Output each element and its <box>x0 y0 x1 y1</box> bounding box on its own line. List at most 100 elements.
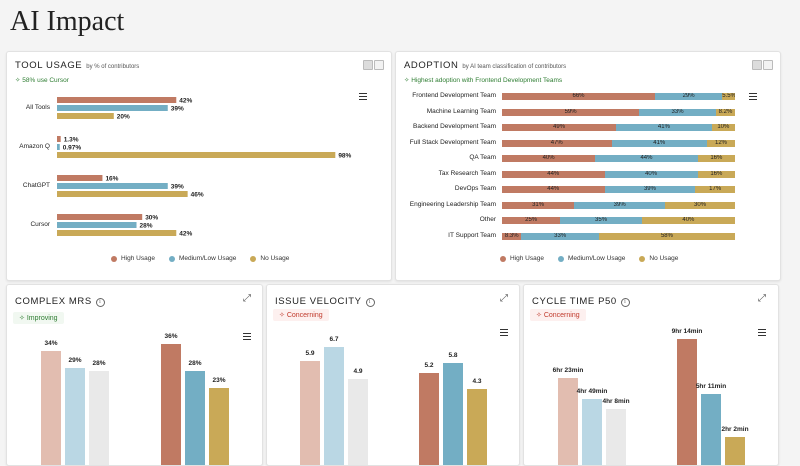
table-view-icon[interactable] <box>763 60 773 70</box>
category-label: Frontend Development Team <box>412 92 496 99</box>
bar-segment[interactable]: 39% <box>574 201 666 209</box>
bar-segment[interactable]: 44% <box>595 155 698 162</box>
bar-view-icon[interactable] <box>363 60 373 70</box>
bar[interactable] <box>677 339 697 465</box>
bar-view-icon[interactable] <box>752 60 762 70</box>
bar[interactable] <box>419 373 439 465</box>
data-label: 29% <box>68 356 82 364</box>
bar[interactable] <box>701 394 721 465</box>
bar[interactable] <box>57 175 103 181</box>
chart-menu-icon[interactable] <box>749 93 757 100</box>
bar-segment[interactable]: 40% <box>502 155 596 162</box>
bar-segment[interactable]: 39% <box>604 186 696 193</box>
bar[interactable] <box>467 389 487 465</box>
sparkle-icon: ✧ <box>404 77 410 84</box>
bar[interactable] <box>65 367 85 465</box>
data-label: 2hr 2min <box>721 426 749 434</box>
bar-segment[interactable]: 10% <box>711 124 735 131</box>
tool-usage-legend: High Usage Medium/Low Usage No Usage <box>111 255 289 262</box>
category-label: DevOps Team <box>454 185 496 192</box>
bar-segment[interactable]: 8.3% <box>502 232 522 240</box>
bar-segment[interactable]: 16% <box>697 170 735 178</box>
chart-menu-icon[interactable] <box>758 329 766 336</box>
bar-segment[interactable]: 41% <box>616 124 712 131</box>
bar-segment[interactable]: 40% <box>604 170 698 178</box>
bar-segment[interactable]: 16% <box>697 155 735 162</box>
bar-segment[interactable]: 49% <box>502 124 617 131</box>
bar-segment[interactable]: 33% <box>639 108 716 116</box>
bar[interactable] <box>57 136 61 142</box>
category-label: Tax Research Team <box>438 169 496 177</box>
bar-segment[interactable]: 12% <box>707 139 735 147</box>
bar-segment[interactable]: 66% <box>502 93 655 100</box>
bar-segment[interactable]: 40% <box>641 217 735 224</box>
category-label: All Tools <box>26 104 51 111</box>
cycle-time-card: CYCLE TIME P50 i ⤢ ✧ Concerning 6hr 23min… <box>523 284 779 466</box>
bar[interactable] <box>57 183 168 189</box>
chart-menu-icon[interactable] <box>243 333 251 340</box>
bar[interactable] <box>89 370 109 465</box>
data-label: 5.8 <box>448 351 458 359</box>
bar[interactable] <box>57 144 60 150</box>
bar[interactable] <box>300 361 320 465</box>
bar-segment[interactable]: 25% <box>502 217 561 224</box>
bar[interactable] <box>324 347 344 465</box>
bar[interactable] <box>606 408 626 465</box>
tool-usage-badge: ✧ 58% use Cursor <box>15 77 69 84</box>
bar[interactable] <box>57 222 137 228</box>
bar-segment[interactable]: 44% <box>502 170 605 178</box>
category-label: Cursor <box>30 221 50 228</box>
bar-segment[interactable]: 35% <box>560 217 642 224</box>
bar-segment[interactable]: 5.5% <box>722 93 735 100</box>
data-label: 5.2 <box>424 362 434 370</box>
data-label: 5hr 11min <box>695 383 727 391</box>
bar[interactable] <box>348 378 368 465</box>
data-label: 36% <box>164 333 178 340</box>
bar-segment[interactable]: 30% <box>665 201 735 209</box>
bar[interactable] <box>41 350 61 465</box>
bar[interactable] <box>57 97 177 103</box>
bar-segment[interactable]: 44% <box>502 186 605 193</box>
bar[interactable] <box>57 152 336 158</box>
category-label: Machine Learning Team <box>426 107 496 115</box>
bar[interactable] <box>558 377 578 465</box>
cycle-time-title: CYCLE TIME P50 i <box>532 296 630 307</box>
bar[interactable] <box>582 399 602 465</box>
expand-icon[interactable]: ⤢ <box>243 293 251 304</box>
category-label: Engineering Leadership Team <box>409 200 496 208</box>
bar[interactable] <box>57 113 114 119</box>
bar[interactable] <box>725 437 745 465</box>
bar-segment[interactable]: 41% <box>611 139 708 147</box>
bar-segment[interactable]: 33% <box>521 232 599 240</box>
bar-segment[interactable]: 47% <box>502 139 612 147</box>
legend-none-swatch <box>639 255 646 262</box>
chart-menu-icon[interactable] <box>359 93 367 100</box>
data-label: 6hr 23min <box>552 366 584 374</box>
bar[interactable] <box>57 105 168 111</box>
bar[interactable] <box>57 214 143 220</box>
bar[interactable] <box>209 387 229 465</box>
bar[interactable] <box>57 230 177 236</box>
data-label: 46% <box>191 192 204 199</box>
expand-icon[interactable]: ⤢ <box>500 293 508 304</box>
bar[interactable] <box>57 191 188 197</box>
bar-segment[interactable]: 31% <box>502 201 575 209</box>
bar[interactable] <box>443 362 463 465</box>
bar-segment[interactable]: 17% <box>695 186 735 193</box>
expand-icon[interactable]: ⤢ <box>758 293 766 304</box>
bar-segment[interactable]: 8.2% <box>715 108 735 116</box>
data-label: 4hr 49min <box>576 388 608 396</box>
cycle-time-chart: 6hr 23min 4hr 49min 4hr 8min 9hr 14min 5hr 1… <box>524 285 778 465</box>
bar-segment[interactable]: 29% <box>655 93 723 100</box>
bar[interactable] <box>161 344 181 465</box>
legend-none-swatch <box>250 255 257 262</box>
bar[interactable] <box>185 370 205 465</box>
data-label: 39% <box>171 106 184 113</box>
bar-segment[interactable]: 58% <box>598 232 735 240</box>
bar-segment[interactable]: 59% <box>502 108 640 116</box>
chart-menu-icon[interactable] <box>500 329 508 336</box>
data-label: 28% <box>140 223 153 230</box>
table-view-icon[interactable] <box>374 60 384 70</box>
legend-high-swatch <box>500 255 506 262</box>
status-badge: ✧ Concerning <box>530 309 586 321</box>
